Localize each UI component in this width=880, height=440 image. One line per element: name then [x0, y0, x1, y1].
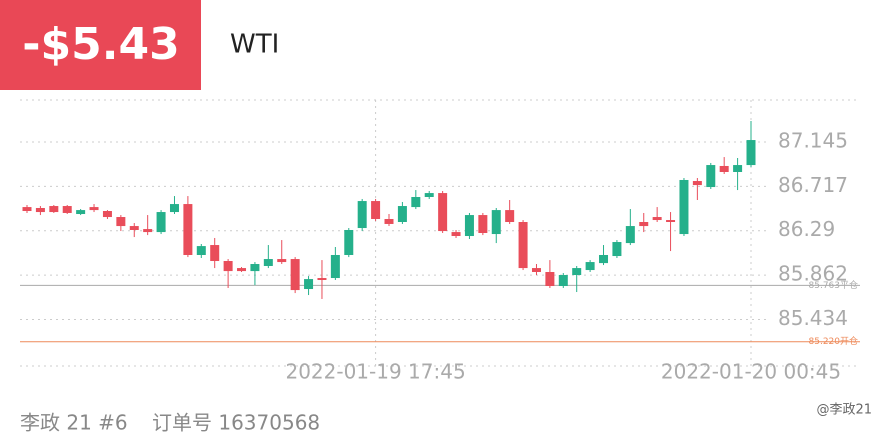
candle-body — [612, 242, 622, 257]
candle-body — [451, 232, 461, 237]
candle-body — [706, 165, 716, 188]
pnl: -$5.43 — [22, 19, 179, 70]
candle-body — [210, 245, 220, 262]
candle-body — [384, 218, 394, 224]
pnl-badge — [0, 0, 201, 90]
candle-body — [196, 246, 206, 255]
candle-body — [290, 259, 300, 291]
candle-body — [733, 165, 743, 172]
candle-body — [102, 211, 112, 218]
candle-body — [143, 229, 153, 233]
candle-body — [545, 272, 555, 287]
candle-body — [277, 259, 287, 263]
candle-body — [639, 222, 649, 227]
candle-body — [89, 207, 99, 211]
candle-body — [156, 212, 166, 233]
candle-body — [35, 207, 45, 213]
candle-body — [49, 206, 59, 213]
candle-body — [22, 207, 32, 212]
candle-body — [652, 217, 662, 221]
account: 李政 21 #6 — [20, 411, 128, 435]
candle-body — [692, 181, 702, 186]
candle-body — [183, 204, 193, 255]
candle-body — [625, 226, 635, 244]
symbol: WTI — [230, 30, 279, 60]
x-tick-label: 2022-01-20 00:45 — [661, 360, 841, 384]
candle-body — [263, 259, 273, 266]
candle-body — [464, 215, 474, 237]
candle-body — [237, 268, 247, 272]
candle-body — [330, 254, 340, 279]
candle-body — [250, 264, 260, 272]
candle-body — [223, 261, 233, 272]
y-tick-label: 85.862 — [778, 262, 848, 286]
candle-body — [317, 278, 327, 280]
y-tick-label: 87.145 — [778, 129, 848, 153]
candle-body — [169, 204, 179, 213]
candle-body — [116, 217, 126, 227]
y-tick-label: 86.29 — [778, 217, 835, 241]
candle-body — [719, 165, 729, 172]
candle-body — [304, 279, 314, 290]
candle-body — [518, 222, 528, 269]
candle-body — [344, 229, 354, 255]
candle-body — [585, 262, 595, 271]
candle-body — [424, 193, 434, 198]
candle-body — [599, 254, 609, 264]
candle-body — [666, 220, 676, 223]
candle-body — [129, 226, 139, 230]
y-tick-label: 85.434 — [778, 306, 848, 330]
candle-body — [76, 210, 86, 215]
candle-body — [679, 179, 689, 235]
x-tick-label: 2022-01-19 17:45 — [285, 360, 465, 384]
candle-body — [357, 201, 367, 229]
candle-body — [531, 268, 541, 273]
candle-body — [371, 201, 381, 219]
watermark: @李政21 — [816, 403, 872, 418]
candle-body — [491, 210, 501, 235]
reference-label: 85.220开仓 — [809, 335, 859, 347]
candle-body — [397, 206, 407, 223]
candle-body — [438, 193, 448, 232]
candle-body — [411, 197, 421, 208]
y-tick-label: 86.717 — [778, 173, 848, 197]
reference-label: 85.763平仓 — [809, 279, 859, 291]
candle-body — [572, 268, 582, 276]
candle-body — [505, 210, 515, 223]
candle-body — [62, 206, 72, 213]
candle-body — [746, 140, 756, 166]
candle-body — [478, 215, 488, 233]
candle-body — [558, 275, 568, 287]
order-number: 订单号 16370568 — [152, 411, 320, 435]
